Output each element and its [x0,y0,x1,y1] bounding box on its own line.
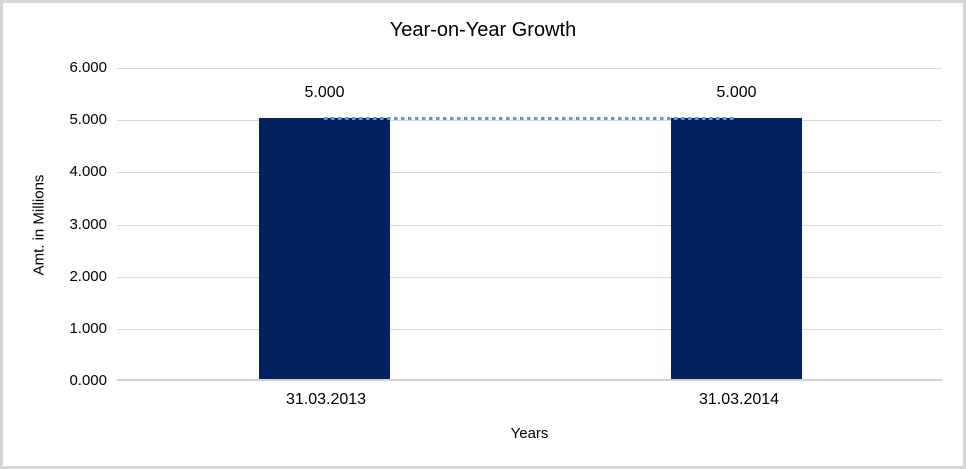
gridline-5 [117,120,942,121]
y-tick-0: 0.000 [69,372,107,389]
bar-2014 [671,118,802,379]
x-tick-2013: 31.03.2013 [285,391,367,408]
bar-2013 [259,118,390,379]
y-tick-3: 3.000 [69,216,107,233]
x-tick-2014: 31.03.2014 [698,391,780,408]
y-tick-5: 5.000 [69,111,107,128]
y-tick-6: 6.000 [69,59,107,76]
gridline-4 [117,172,942,173]
plot-area: 5.000 5.000 [117,68,942,381]
y-tick-4: 4.000 [69,163,107,180]
gridline-6 [117,68,942,69]
gridline-2 [117,277,942,278]
chart-title: Year-on-Year Growth [389,19,577,41]
y-tick-1: 1.000 [69,320,107,337]
gridline-3 [117,225,942,226]
data-label-2013: 5.000 [304,84,345,101]
gridline-1 [117,329,942,330]
trendline-dotted [324,117,737,120]
x-axis-title: Years [510,425,549,442]
data-label-2014: 5.000 [716,84,757,101]
y-tick-2: 2.000 [69,268,107,285]
